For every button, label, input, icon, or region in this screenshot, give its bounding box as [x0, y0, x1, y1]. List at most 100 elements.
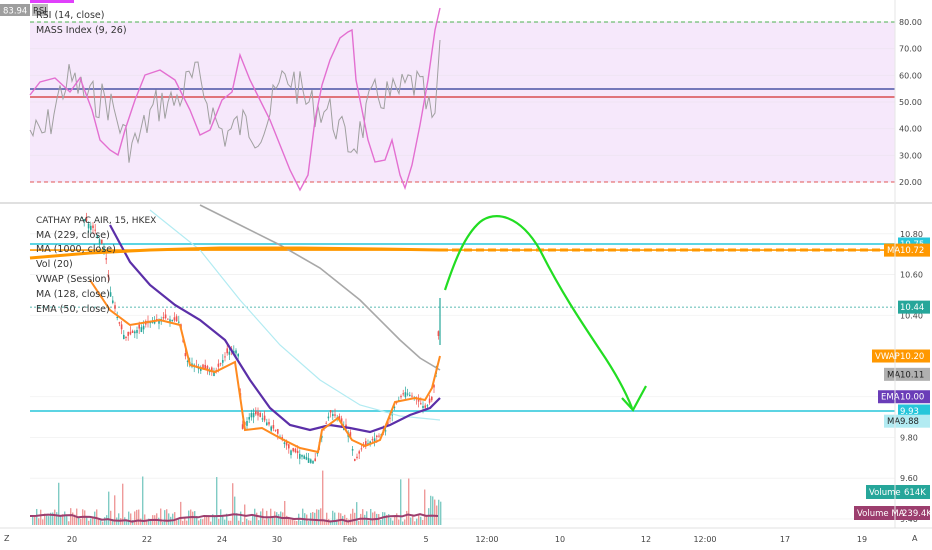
candle-body [290, 450, 292, 456]
candle-body [426, 405, 429, 407]
volume-bar [278, 514, 280, 525]
candle-body [422, 406, 424, 408]
volume-bar [286, 515, 288, 525]
candle-body [255, 411, 257, 415]
volume-bar [126, 520, 128, 525]
price-tag-value: 10.44 [900, 303, 924, 313]
time-label: 12:00 [693, 535, 716, 544]
volume-bar [74, 514, 76, 525]
volume-bar [150, 518, 152, 525]
rsi-panel[interactable]: 80.00 70.00 60.00 50.00 40.00 30.00 20.00 83.9… [0, 0, 922, 192]
price-tag-bg [872, 349, 930, 363]
candle-body [136, 330, 138, 334]
volume-bar [390, 517, 392, 525]
price-tag-value: 10.20 [900, 352, 924, 362]
candle-body [371, 439, 374, 441]
candle-body [424, 405, 426, 408]
volume-bar [38, 518, 40, 525]
time-label: 17 [780, 535, 790, 544]
candle-body [356, 456, 358, 458]
time-label: 20 [67, 535, 77, 544]
volume-bar [196, 515, 198, 525]
candle-body [393, 406, 396, 409]
volume-bar [364, 514, 366, 525]
candle-body [162, 317, 165, 319]
volume-bar [132, 520, 134, 525]
volume-bar [78, 516, 80, 525]
candle-body [123, 334, 125, 339]
candle-body [296, 450, 299, 454]
volume-bar [122, 483, 124, 525]
mass-index-line [29, 39, 441, 163]
candle-body [120, 324, 123, 330]
volume-bar [142, 476, 144, 525]
price-legend-0: CATHAY PAC AIR, 15, HKEX [36, 216, 156, 226]
volume-bar [334, 512, 336, 525]
price-grid [30, 233, 895, 520]
candle-body [301, 454, 303, 457]
volume-bar [242, 521, 244, 525]
candle-body [433, 384, 435, 388]
volume-bar [214, 515, 216, 525]
volume-bar [160, 508, 162, 525]
volume-bar [416, 518, 418, 525]
time-axis-left-icon[interactable]: Z [4, 534, 10, 543]
candle-body [321, 435, 323, 438]
candle-body [283, 442, 286, 444]
volume-bar [308, 521, 310, 525]
volume-bar [216, 477, 218, 525]
volume-bar [422, 520, 424, 525]
volume-bar [220, 509, 222, 525]
volume-bar [100, 520, 102, 525]
volume-bar [248, 520, 250, 525]
volume-bar [90, 518, 92, 525]
volume-bar [48, 516, 50, 525]
rsi-y-tick: 70.00 [899, 45, 922, 54]
rsi-y-axis: 80.00 70.00 60.00 50.00 40.00 30.00 20.00 [899, 18, 922, 187]
time-axis-right-icon[interactable]: A [912, 534, 918, 543]
candle-body [224, 356, 226, 358]
volume-bar [356, 502, 358, 525]
price-tag-bg [898, 300, 930, 314]
candle-body [327, 416, 330, 419]
volume-bar [362, 509, 364, 525]
candle-body [96, 234, 99, 239]
volume-bar [40, 509, 42, 525]
volume-bar [388, 514, 390, 525]
volume-ma-line [29, 513, 439, 523]
price-tag-label: EMA [881, 393, 900, 403]
rsi-sym-badge-text: RSI [33, 7, 47, 17]
candle-body [420, 403, 422, 405]
volume-bar [402, 521, 404, 525]
candle-body [373, 438, 376, 442]
volume-bar [44, 513, 46, 525]
volume-bar [418, 514, 420, 525]
candle-body [175, 316, 178, 322]
volume-bar [238, 520, 240, 525]
candle-body [237, 354, 239, 357]
forecast-arrow-drawing[interactable] [443, 215, 634, 409]
volume-bar [46, 514, 48, 525]
volume-tag-value: 614K [904, 488, 926, 498]
candle-body [228, 351, 231, 355]
candle-body [316, 452, 319, 454]
volume-bar [312, 512, 314, 525]
rsi-y-tick: 30.00 [899, 151, 922, 160]
volume-bar [258, 520, 260, 525]
volume-bar [128, 511, 130, 525]
volume-bar [228, 520, 230, 525]
candle-body [87, 223, 90, 229]
volume-bar [66, 515, 68, 525]
volume-bar [218, 518, 220, 525]
forecast-arrowhead[interactable] [621, 385, 647, 412]
volume-bar [440, 501, 442, 525]
candle-body [206, 366, 209, 370]
price-tag-bg [878, 390, 930, 404]
price-tag: MA 10.11 [884, 367, 930, 381]
candle-body [261, 418, 264, 420]
candle-body [85, 216, 88, 222]
volume-bar [432, 496, 434, 525]
time-axis[interactable]: Z A 20 22 24 30 Feb 5 12:00 10 12 12:00 17 19 [0, 527, 932, 544]
